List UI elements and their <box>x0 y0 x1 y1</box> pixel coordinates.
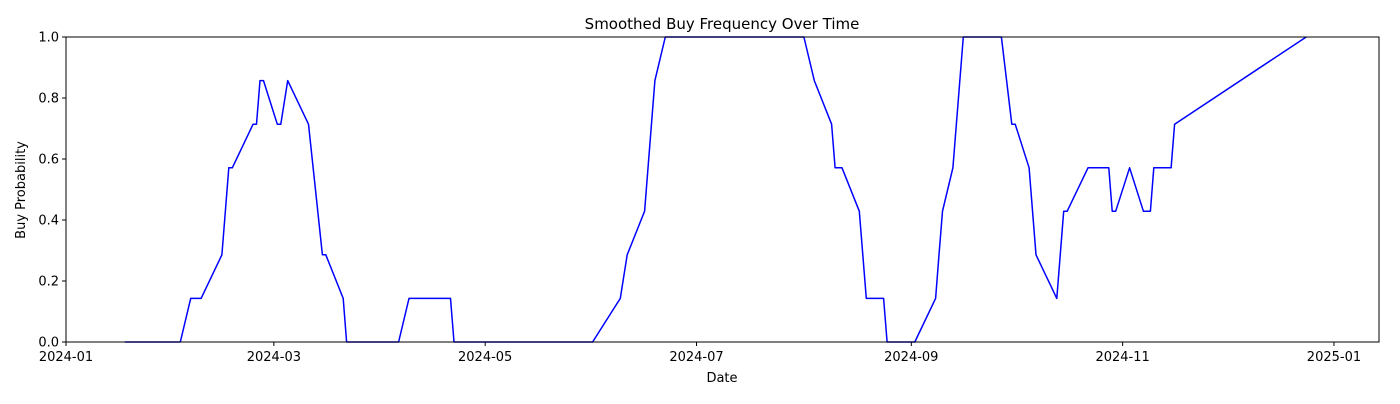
series-line <box>124 36 1307 343</box>
x-tick-label: 2024-07 <box>669 350 723 365</box>
y-tick-label: 0.8 <box>38 92 59 107</box>
plot-frame <box>65 36 1380 343</box>
y-tick-label: 0.4 <box>38 214 59 229</box>
x-axis-label: Date <box>706 371 737 386</box>
ticks: 2024-01 2024-03 2024-05 2024-07 2024-09 2024-… <box>38 31 1361 366</box>
x-tick-label: 2024-09 <box>884 350 938 365</box>
y-tick-label: 0.0 <box>38 336 59 351</box>
x-tick-label: 2024-05 <box>458 350 512 365</box>
y-tick-label: 1.0 <box>38 31 59 46</box>
x-tick-label: 2025-01 <box>1307 350 1361 365</box>
y-tick-label: 0.6 <box>38 153 59 168</box>
chart-title: Smoothed Buy Frequency Over Time <box>585 15 860 33</box>
x-tick-label: 2024-03 <box>247 350 301 365</box>
y-axis-label: Buy Probability <box>14 141 29 239</box>
y-tick-label: 0.2 <box>38 275 59 290</box>
x-tick-label: 2024-11 <box>1095 350 1149 365</box>
x-tick-label: 2024-01 <box>39 350 93 365</box>
